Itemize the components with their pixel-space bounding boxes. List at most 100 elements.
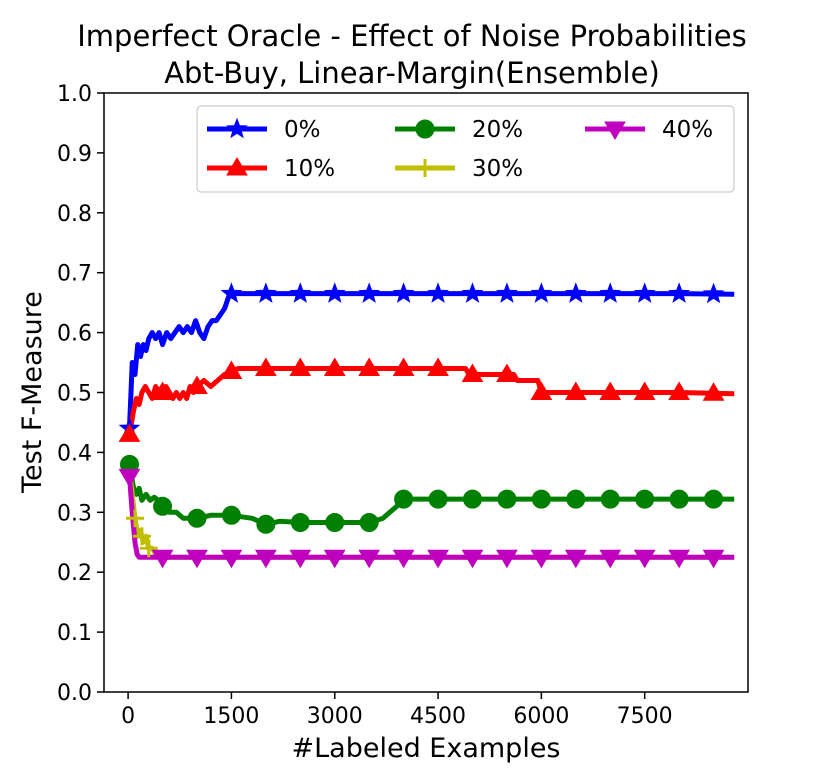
legend-items [207, 117, 645, 177]
chart-title: Imperfect Oracle - Effect of Noise Proba… [77, 19, 746, 53]
series-2-marker-6 [325, 512, 345, 532]
series-4-marker-10 [461, 549, 484, 569]
series-2-marker-9 [428, 489, 448, 509]
x-tick-label-4: 6000 [513, 704, 569, 729]
series-1-marker-9 [427, 357, 449, 377]
series-1-marker-4 [254, 357, 277, 377]
legend-frame [196, 105, 735, 193]
y-axis-label: Test F-Measure [17, 291, 48, 494]
y-tick-label-5: 0.5 [57, 382, 92, 407]
y-tick-label-7: 0.7 [57, 262, 92, 287]
legend-marker-1 [226, 157, 248, 176]
series-2-marker-12 [531, 489, 551, 509]
series-2-marker-17 [704, 489, 724, 509]
series-4-marker-11 [496, 549, 518, 569]
series-0-marker-4 [323, 282, 346, 303]
series-3-marker-2 [132, 527, 151, 546]
series-0-marker-1 [220, 282, 243, 303]
series-4-marker-1 [151, 549, 174, 569]
y-tick-label-3: 0.3 [57, 501, 92, 526]
series-1-marker-12 [530, 381, 553, 400]
y-tick-label-1: 0.1 [57, 621, 92, 646]
x-tick-label-1: 1500 [203, 704, 259, 729]
legend-marker-2 [415, 119, 435, 139]
series-4-marker-12 [530, 549, 553, 569]
chart-subtitle: Abt-Buy, Linear-Margin(Ensemble) [164, 56, 660, 90]
series-1-marker-3 [220, 360, 243, 380]
series-4-marker-17 [702, 549, 725, 569]
series-0-marker-7 [427, 282, 449, 303]
series-4-marker-15 [633, 549, 656, 569]
series-4-marker-2 [186, 549, 208, 569]
series-line-2 [127, 463, 735, 527]
legend-label-3: 30% [472, 156, 523, 182]
series-0-marker-15 [702, 282, 725, 304]
x-tick-label-2: 3000 [307, 704, 363, 729]
series-1-marker-17 [702, 382, 725, 401]
series-0-marker-2 [254, 282, 277, 303]
x-tick-label-3: 4500 [410, 704, 466, 729]
plot-markers [118, 282, 725, 569]
series-1-marker-10 [461, 363, 484, 383]
y-tick-label-6: 0.6 [57, 322, 92, 347]
series-0-marker-8 [461, 282, 484, 303]
series-0-marker-11 [564, 282, 587, 303]
series-1-marker-13 [564, 381, 587, 400]
legend-marker-4 [604, 121, 626, 140]
series-0-marker-6 [392, 282, 415, 303]
series-4-marker-9 [427, 549, 449, 569]
series-0-marker-12 [599, 282, 622, 303]
series-1-marker-5 [289, 357, 312, 377]
series-0-marker-10 [530, 282, 553, 303]
series-2-marker-14 [600, 489, 620, 509]
series-4-marker-6 [323, 549, 346, 569]
series-0-marker-5 [358, 282, 381, 303]
y-tick-label-9: 0.9 [57, 142, 92, 167]
legend-label-2: 20% [472, 117, 523, 143]
series-line-0 [126, 291, 735, 429]
legend-label-4: 40% [662, 117, 713, 143]
series-4-marker-4 [254, 549, 277, 569]
series-1-marker-2 [186, 375, 208, 395]
series-2-marker-1 [153, 496, 173, 516]
legend-label-1: 10% [284, 156, 335, 182]
series-2-marker-13 [566, 489, 586, 509]
series-line-1 [127, 366, 735, 435]
series-0-marker-9 [496, 282, 518, 303]
series-4-marker-14 [599, 549, 622, 569]
plot-lines [126, 291, 735, 560]
series-3-marker-3 [139, 539, 158, 558]
series-2-marker-2 [187, 508, 207, 528]
legend: 0% 10% 20% 30% 40% [196, 105, 735, 193]
y-tick-label-2: 0.2 [57, 561, 92, 586]
series-1-marker-7 [358, 357, 381, 377]
series-1-marker-6 [323, 357, 346, 377]
series-4-marker-13 [564, 549, 587, 569]
series-4-marker-3 [220, 549, 243, 569]
x-axis: 0 1500 3000 4500 6000 7500 [121, 692, 673, 729]
legend-label-0: 0% [284, 117, 321, 143]
y-tick-label-0: 0.0 [57, 681, 92, 706]
y-tick-label-4: 0.4 [57, 441, 92, 466]
x-tick-label-5: 7500 [617, 704, 673, 729]
y-tick-label-8: 0.8 [57, 202, 92, 227]
x-tick-label-0: 0 [121, 704, 135, 729]
series-2-marker-15 [635, 489, 655, 509]
series-1-marker-16 [668, 381, 690, 400]
series-0-marker-13 [633, 282, 656, 303]
legend-marker-0 [226, 117, 248, 139]
series-2-marker-7 [359, 512, 379, 532]
y-axis: 0.0 0.1 0.2 0.3 0.4 0.5 0.6 0.7 0.8 0.9 1.0 [57, 82, 104, 706]
series-2-marker-10 [462, 489, 482, 509]
series-2-marker-3 [221, 505, 241, 525]
series-2-marker-5 [290, 512, 310, 532]
series-2-marker-16 [669, 489, 689, 509]
series-1-marker-0 [118, 423, 141, 442]
series-4-marker-5 [289, 549, 312, 569]
series-2-marker-8 [394, 489, 414, 509]
series-1-marker-8 [392, 357, 415, 377]
series-2-marker-11 [497, 489, 517, 509]
series-0-marker-3 [289, 282, 312, 303]
x-axis-label: #Labeled Examples [292, 733, 561, 764]
